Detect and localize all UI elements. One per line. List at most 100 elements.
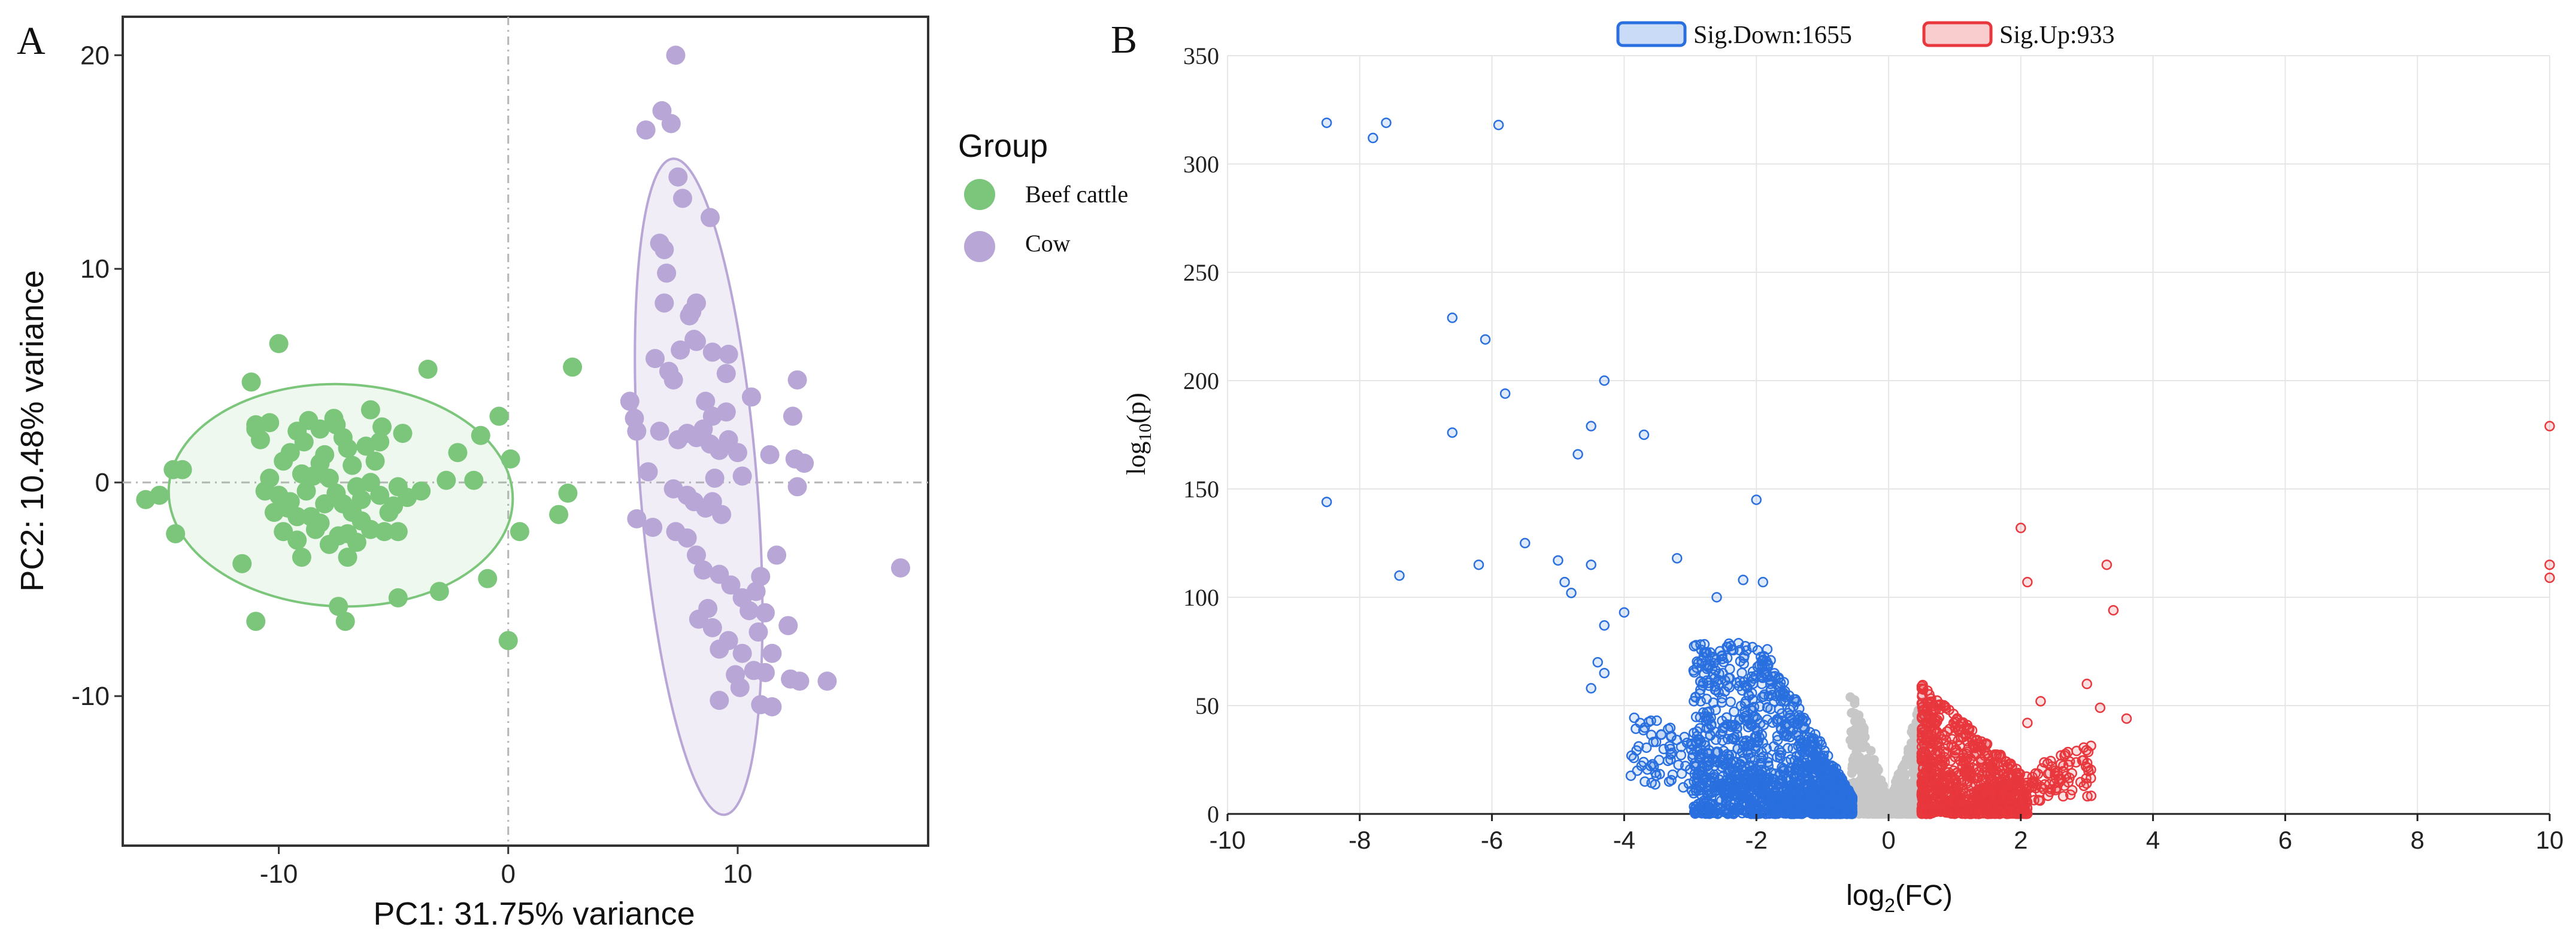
sig-up-point [1917,730,1928,742]
sig-down-point [1734,715,1745,726]
sig-up-outlier [2121,713,2132,724]
cow-point [702,618,722,637]
sig-up-point [1969,743,1980,753]
beef-cattle-point [319,534,339,554]
beef-cattle-point [393,424,413,443]
sig-down-point [1664,741,1675,752]
pca-legend-title: Group [958,128,1048,164]
beef-cattle-point [136,490,156,509]
sig-down-outlier [1599,667,1610,679]
sig-down-point [1772,680,1783,691]
cow-point [627,509,647,528]
sig-down-outlier [1638,429,1650,440]
ns-point [1860,732,1870,742]
volcano-x-tick-label: -10 [1210,826,1246,854]
legend-cow-label: Cow [1025,230,1071,257]
sig-down-point [1679,731,1690,743]
ns-point [1866,746,1876,756]
sig-up-point [2050,783,2062,794]
sig-down-point [1832,774,1842,786]
legend-up-label: Sig.Up:933 [1999,22,2115,49]
cow-point [668,167,688,187]
volcano-x-tick-label: -6 [1481,826,1503,854]
sig-up-point [1965,773,1976,783]
sig-down-point [1717,668,1728,679]
cow-point [728,443,747,463]
volcano-x-tick-label: 8 [2411,826,2425,854]
cow-point [696,391,716,411]
cow-point [732,466,752,486]
cow-point [755,663,775,682]
ns-point [1855,777,1865,787]
sig-down-point [1747,642,1758,653]
volcano-x-label-rest: (FC) [1895,880,1953,911]
sig-up-point [1983,750,1994,761]
sig-up-point [2021,777,2032,789]
sig-up-point [1992,786,2004,797]
sig-down-point [1794,703,1805,714]
beef-cattle-point [418,359,438,379]
sig-up-outlier [2544,421,2555,432]
beef-cattle-point [329,597,348,616]
beef-cattle-point [319,469,339,488]
sig-up-point [1982,769,1993,780]
sig-down-point [1777,775,1788,786]
legend-down-label: Sig.Down:1655 [1693,22,1852,49]
cow-point [663,370,683,390]
sig-up-point [1921,795,1932,807]
cow-point [787,370,807,390]
sig-down-point [1811,788,1822,800]
cow-point [672,189,692,208]
sig-up-point [1957,750,1969,761]
sig-up-point [2050,770,2060,781]
sig-down-outlier [1566,588,1577,598]
sig-up-outlier [2035,696,2046,707]
beef-cattle-point [347,477,366,497]
beef-cattle-point [324,409,344,429]
cow-point [638,462,658,482]
sig-down-point [1758,691,1769,702]
cow-point [712,505,732,524]
sig-down-point [1746,688,1757,698]
beef-cattle-point [510,522,529,542]
sig-up-point [1989,759,2001,771]
sig-up-point [1936,755,1948,765]
sig-up-outlier [2544,559,2555,570]
sig-down-point [1725,696,1736,707]
sig-down-outlier [1757,576,1768,588]
sig-up-outlier [2016,522,2026,533]
beef-cattle-point [370,485,390,505]
sig-down-point [1810,751,1820,762]
sig-down-outlier [1751,494,1762,505]
sig-up-point [2007,761,2017,773]
sig-down-point [1785,799,1796,810]
sig-up-point [2060,770,2072,782]
sig-up-point [1977,805,1989,816]
sig-down-point [1745,747,1757,758]
beef-cattle-point [287,530,307,550]
cow-point [666,45,686,65]
cow-point [778,616,798,636]
pca-y-axis-label: PC2: 10.48% variance [14,270,50,591]
pca-legend: Group Beef cattle Cow [958,128,1128,262]
sig-up-outlier [2108,604,2119,616]
volcano-y-tick-label: 300 [1183,151,1219,178]
beef-cattle-point [338,548,357,567]
cow-point [654,293,674,313]
legend-beef-marker [964,179,995,210]
cow-point [677,528,697,548]
sig-down-point [1756,655,1768,666]
sig-down-outlier [1572,449,1583,460]
pca-y-tick-label: 0 [95,468,110,497]
ns-point [1907,738,1917,748]
sig-down-point [1772,752,1783,762]
sig-down-outlier [1711,592,1722,603]
sig-down-point [1654,768,1665,780]
cow-point [716,402,736,422]
cow-point [657,263,677,283]
pca-x-tick-label: -10 [260,859,298,889]
panel-a-label: A [17,19,46,63]
sig-down-point [1734,795,1745,806]
sig-down-point [1821,768,1832,779]
sig-down-point [1693,807,1704,818]
